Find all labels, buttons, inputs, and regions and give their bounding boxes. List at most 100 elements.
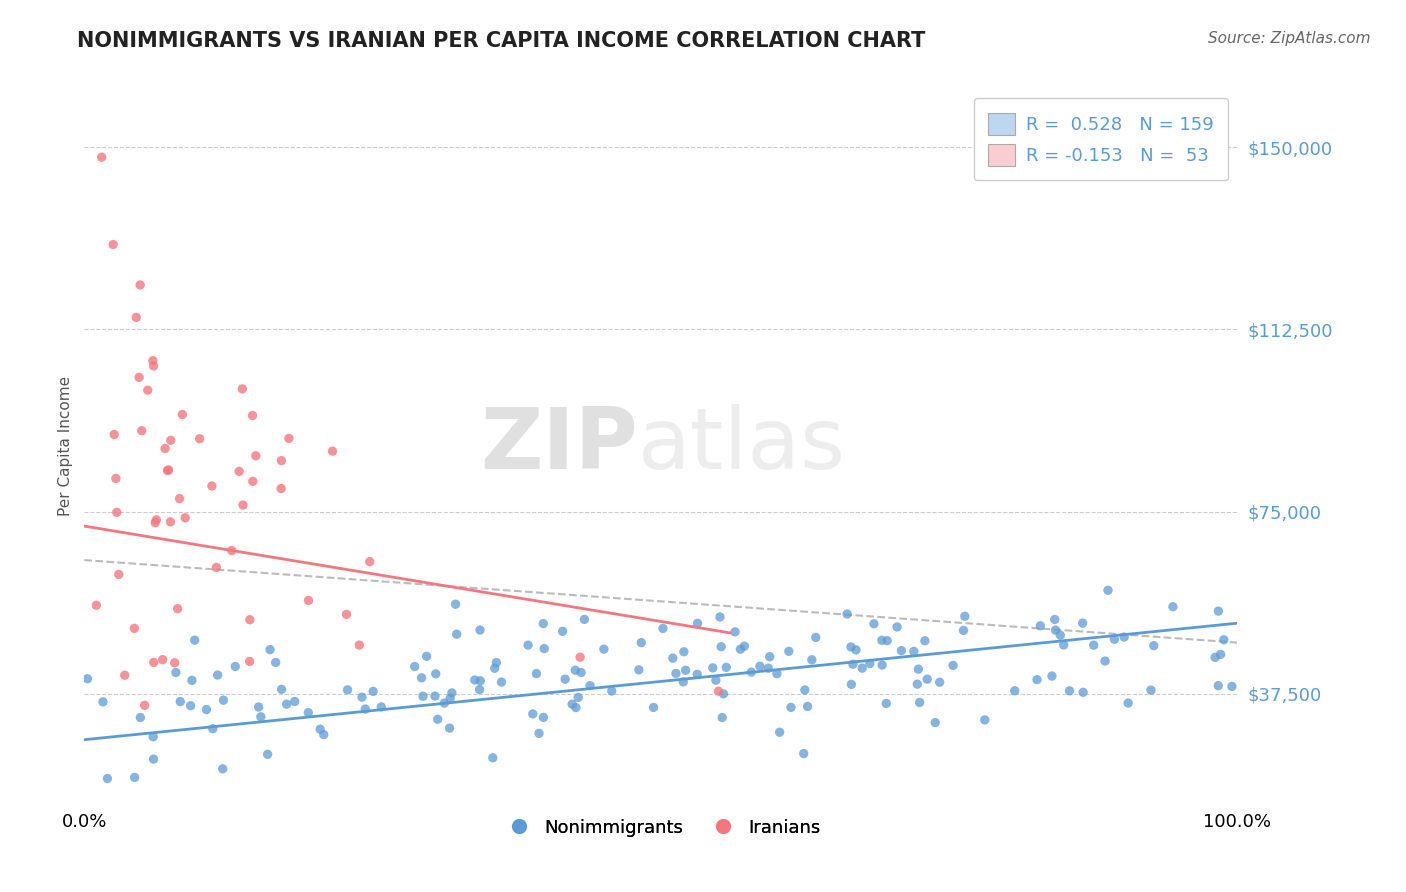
Point	[643, 700, 665, 714]
Point	[143, 516, 166, 530]
Point	[276, 697, 298, 711]
Point	[1004, 683, 1026, 698]
Text: atlas: atlas	[638, 404, 846, 488]
Point	[517, 638, 540, 652]
Point	[630, 635, 652, 649]
Point	[579, 679, 602, 693]
Point	[242, 409, 264, 423]
Point	[224, 659, 246, 673]
Point	[444, 597, 467, 611]
Point	[780, 700, 803, 714]
Legend: Nonimmigrants, Iranians: Nonimmigrants, Iranians	[494, 812, 828, 844]
Point	[564, 663, 586, 677]
Point	[212, 693, 235, 707]
Point	[1114, 630, 1136, 644]
Point	[1026, 673, 1049, 687]
Point	[352, 690, 374, 705]
Point	[159, 515, 181, 529]
Point	[527, 726, 550, 740]
Point	[704, 673, 727, 688]
Point	[156, 464, 179, 478]
Point	[264, 656, 287, 670]
Point	[1104, 632, 1126, 647]
Point	[468, 682, 491, 697]
Point	[297, 706, 319, 720]
Point	[1040, 669, 1063, 683]
Point	[439, 721, 461, 735]
Point	[842, 657, 865, 672]
Point	[793, 747, 815, 761]
Point	[574, 612, 596, 626]
Point	[439, 691, 461, 706]
Point	[107, 567, 129, 582]
Point	[247, 700, 270, 714]
Point	[284, 694, 307, 708]
Point	[1220, 679, 1243, 693]
Point	[1143, 639, 1166, 653]
Point	[142, 752, 165, 766]
Point	[277, 431, 299, 445]
Point	[686, 616, 709, 631]
Point	[1097, 583, 1119, 598]
Point	[270, 453, 292, 467]
Point	[863, 616, 886, 631]
Point	[125, 310, 148, 325]
Point	[778, 644, 800, 658]
Point	[1083, 638, 1105, 652]
Point	[914, 633, 936, 648]
Point	[672, 674, 695, 689]
Point	[1049, 628, 1071, 642]
Point	[1053, 638, 1076, 652]
Point	[793, 683, 815, 698]
Point	[567, 690, 589, 705]
Point	[769, 725, 792, 739]
Point	[239, 613, 262, 627]
Point	[533, 710, 555, 724]
Text: ZIP: ZIP	[479, 404, 638, 488]
Point	[758, 649, 780, 664]
Text: NONIMMIGRANTS VS IRANIAN PER CAPITA INCOME CORRELATION CHART: NONIMMIGRANTS VS IRANIAN PER CAPITA INCO…	[77, 31, 925, 51]
Point	[953, 609, 976, 624]
Point	[533, 641, 555, 656]
Point	[907, 662, 929, 676]
Point	[1029, 619, 1052, 633]
Point	[484, 661, 506, 675]
Point	[172, 408, 194, 422]
Point	[724, 624, 747, 639]
Point	[433, 696, 456, 710]
Point	[526, 666, 548, 681]
Point	[890, 643, 912, 657]
Point	[423, 689, 446, 703]
Point	[446, 627, 468, 641]
Point	[142, 730, 165, 744]
Point	[415, 649, 437, 664]
Point	[470, 673, 492, 688]
Point	[593, 642, 616, 657]
Point	[297, 593, 319, 607]
Point	[174, 510, 197, 524]
Point	[309, 722, 332, 736]
Point	[211, 762, 233, 776]
Point	[349, 638, 371, 652]
Point	[335, 607, 357, 622]
Point	[440, 686, 463, 700]
Point	[702, 661, 724, 675]
Point	[485, 656, 508, 670]
Point	[145, 513, 167, 527]
Point	[841, 677, 863, 691]
Point	[952, 624, 974, 638]
Point	[103, 237, 124, 252]
Point	[1161, 599, 1184, 614]
Point	[96, 772, 118, 786]
Point	[652, 622, 675, 636]
Point	[91, 695, 114, 709]
Point	[129, 277, 152, 292]
Point	[181, 673, 204, 688]
Point	[740, 665, 762, 679]
Point	[142, 656, 165, 670]
Point	[924, 715, 946, 730]
Point	[908, 696, 931, 710]
Point	[800, 653, 823, 667]
Point	[359, 555, 381, 569]
Point	[870, 658, 893, 673]
